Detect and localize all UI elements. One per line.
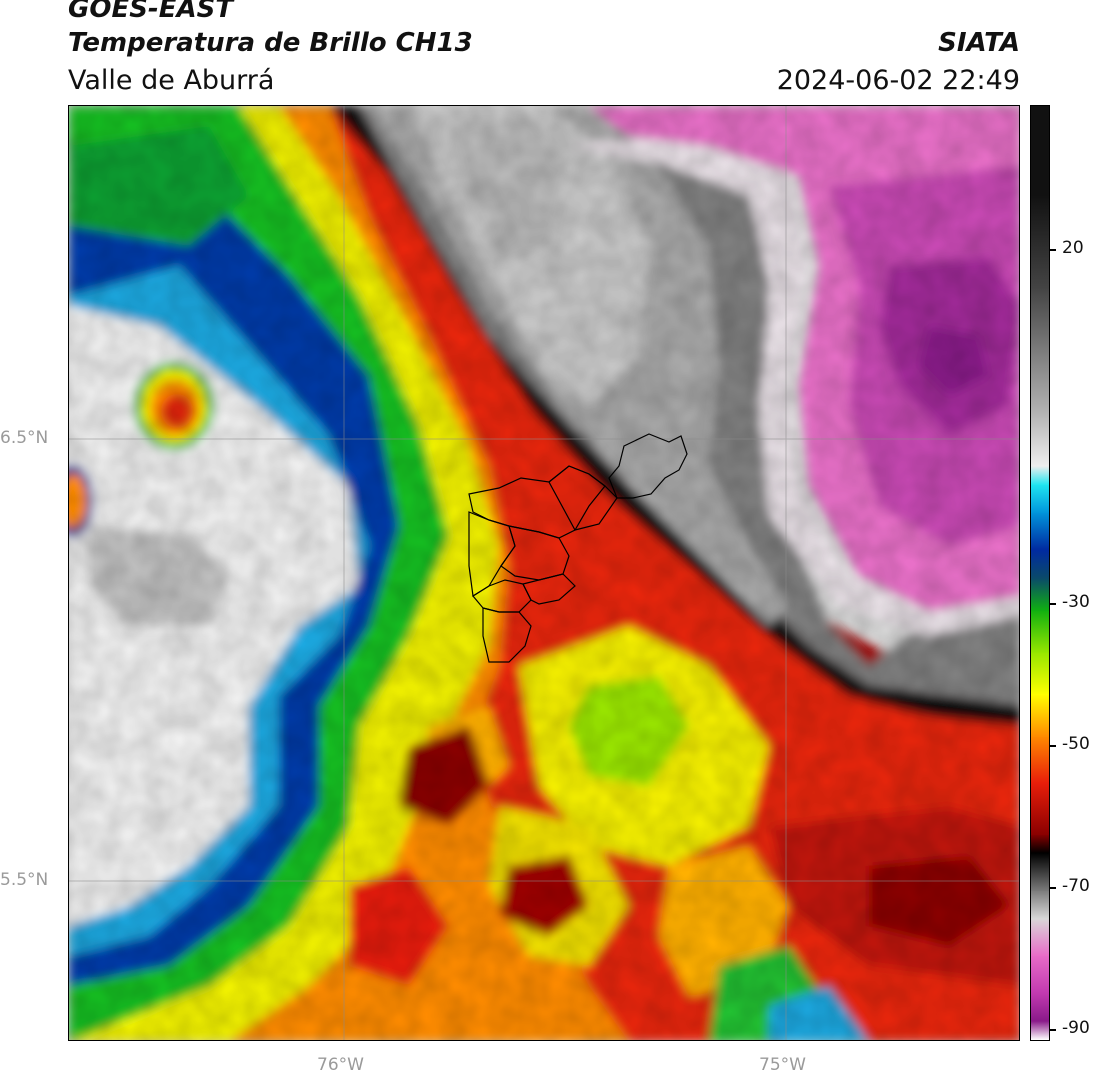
colorbar-segment bbox=[1031, 106, 1049, 196]
municipality-outline bbox=[522, 573, 576, 605]
colorbar bbox=[1030, 105, 1050, 1041]
colorbar-tick bbox=[1050, 249, 1056, 251]
satellite-map[interactable] bbox=[68, 105, 1020, 1041]
colorbar-segment bbox=[1031, 852, 1049, 891]
colorbar-tick bbox=[1050, 745, 1056, 747]
product-title: Temperatura de Brillo CH13 bbox=[68, 28, 473, 58]
timestamp-label: 2024-06-02 22:49 bbox=[776, 65, 1020, 96]
brightness-temperature-field bbox=[69, 106, 1019, 1040]
colorbar-segment bbox=[1031, 834, 1049, 854]
colorbar-label-minus-90: -90 bbox=[1062, 1018, 1090, 1038]
colorbar-segment bbox=[1031, 694, 1049, 737]
colorbar-segment bbox=[1031, 890, 1049, 919]
latitude-label-6-5: 6.5°N bbox=[0, 428, 49, 448]
latitude-label-5-5: 5.5°N bbox=[0, 870, 49, 890]
colorbar-segment bbox=[1031, 782, 1049, 835]
texture-overlay bbox=[69, 106, 1019, 1040]
colorbar-segment bbox=[1031, 465, 1049, 485]
colorbar-label-20: 20 bbox=[1062, 238, 1084, 258]
colorbar-segment bbox=[1031, 736, 1049, 784]
colorbar-segment bbox=[1031, 610, 1049, 653]
colorbar-label-minus-50: -50 bbox=[1062, 734, 1090, 754]
region-label: Valle de Aburrá bbox=[68, 65, 275, 96]
colorbar-segment bbox=[1031, 409, 1049, 467]
municipal-boundaries bbox=[468, 433, 688, 663]
longitude-label-76: 76°W bbox=[317, 1055, 364, 1075]
longitude-label-75: 75°W bbox=[759, 1055, 806, 1075]
colorbar-segment bbox=[1031, 992, 1049, 1022]
colorbar-segment bbox=[1031, 288, 1049, 411]
colorbar-tick bbox=[1050, 1029, 1056, 1031]
colorbar-label-minus-30: -30 bbox=[1062, 592, 1090, 612]
municipality-outline bbox=[482, 607, 532, 663]
colorbar-tick bbox=[1050, 603, 1056, 605]
organization-label: SIATA bbox=[938, 28, 1020, 58]
colorbar-segment bbox=[1031, 955, 1049, 994]
colorbar-segment bbox=[1031, 577, 1049, 611]
colorbar-segment bbox=[1031, 484, 1049, 513]
satellite-title: GOES-EAST bbox=[68, 0, 234, 24]
colorbar-segment bbox=[1031, 652, 1049, 695]
colorbar-segment bbox=[1031, 918, 1049, 957]
colorbar-segment bbox=[1031, 512, 1049, 551]
graticule bbox=[69, 106, 1019, 1040]
colorbar-label-minus-70: -70 bbox=[1062, 876, 1090, 896]
colorbar-segment bbox=[1031, 1020, 1049, 1040]
colorbar-segment bbox=[1031, 549, 1049, 579]
municipality-outline bbox=[608, 433, 688, 499]
municipality-outline bbox=[548, 465, 618, 531]
colorbar-segment bbox=[1031, 195, 1049, 289]
colorbar-tick bbox=[1050, 887, 1056, 889]
